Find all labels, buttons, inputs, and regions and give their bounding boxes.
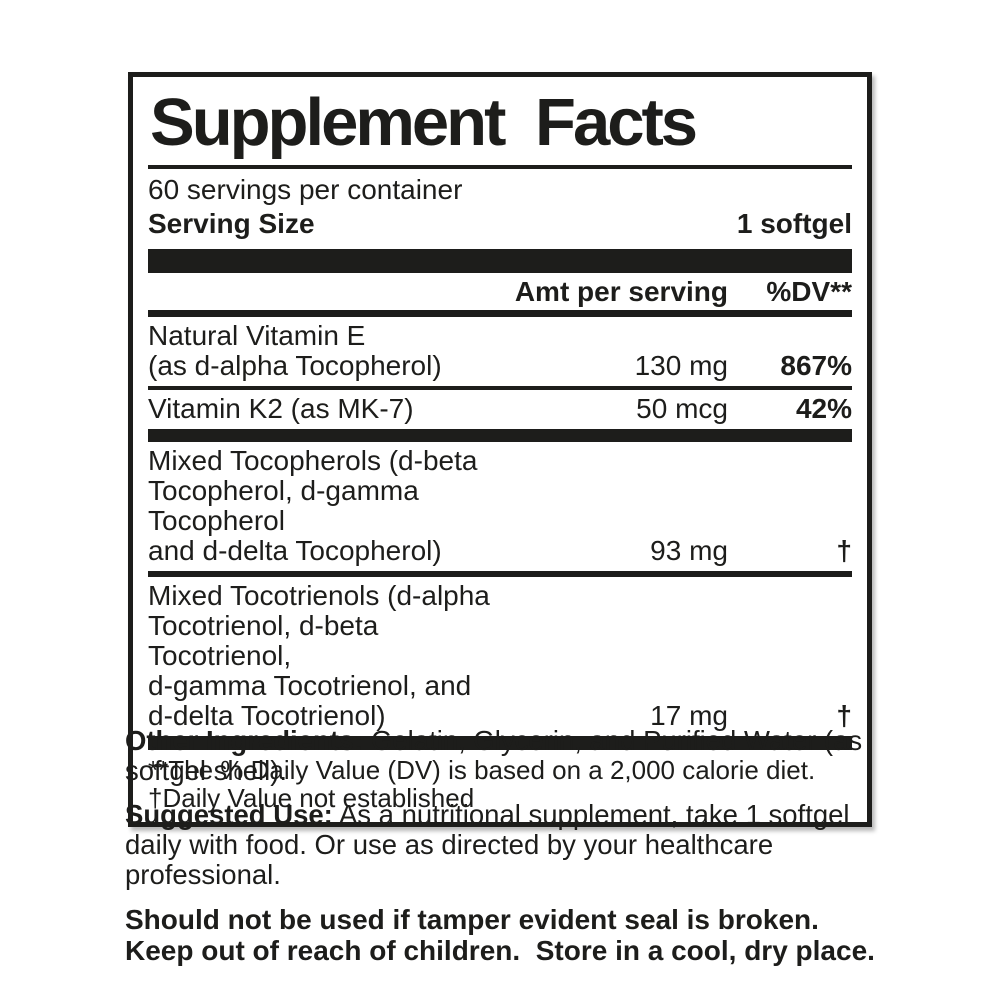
warning-tamper-seal: Should not be used if tamper evident sea… [125,903,819,935]
separator [148,249,852,274]
column-header-amount: Amt per serving [514,276,728,308]
serving-size-row: Serving Size 1 softgel [148,207,852,242]
suggested-use-text: As a nutritional supplement, take 1 soft… [125,798,850,890]
nutrient-name: Vitamin K2 (as MK-7) [148,393,414,425]
footnote-dagger: †Daily Value not established [148,783,475,814]
other-ingredients-text: Gelatin, Glycerin, and Purified Water (a… [125,725,863,786]
label-lower-text: Other Ingredients: Gelatin, Glycerin, an… [125,726,877,967]
separator [148,735,852,750]
column-header-dv: %DV** [766,276,852,308]
nutrient-amount: 50 mcg [636,393,728,425]
separator [148,165,852,170]
supplement-facts-panel: Supplement Facts 60 servings per contain… [128,72,872,827]
nutrient-amount: 17 mg [650,699,728,731]
panel-title: Supplement Facts [150,85,698,160]
suggested-use-label: Suggested Use: [125,798,333,830]
nutrient-dv: 42% [795,393,852,425]
other-ingredients-label: Other Ingredients: [125,725,364,756]
nutrient-amount: 93 mg [650,534,728,566]
nutrient-name: Mixed Tocopherols (d-beta Tocopherol, d-… [148,445,478,566]
separator [148,570,852,577]
nutrient-dv: 867% [780,350,852,382]
nutrient-row-mixed-tocotrienols: Mixed Tocotrienols (d-alpha Tocotrienol,… [148,577,852,736]
separator [148,310,852,318]
warning-children-storage: Keep out of reach of children. Store in … [125,935,875,967]
nutrient-row-vitamin-k2: Vitamin K2 (as MK-7) 50 mcg 42% [148,390,852,429]
other-ingredients: Other Ingredients: Gelatin, Glycerin, an… [125,726,877,786]
column-header-row: Amt per serving %DV** [148,273,852,310]
nutrient-dv: † [836,534,852,566]
warnings: Should not be used if tamper evident sea… [125,904,877,967]
serving-size-label: Serving Size [148,208,315,240]
separator [148,429,852,443]
nutrient-amount: 130 mg [634,350,728,382]
nutrient-row-mixed-tocopherols: Mixed Tocopherols (d-beta Tocopherol, d-… [148,442,852,571]
servings-per-container: 60 servings per container [148,174,463,206]
separator [148,386,852,391]
suggested-use: Suggested Use: As a nutritional suppleme… [125,798,877,890]
nutrient-name: Mixed Tocotrienols (d-alpha Tocotrienol,… [148,579,490,731]
footnotes: **The % Daily Value (DV) is based on a 2… [148,750,852,822]
footnote-daily-value: **The % Daily Value (DV) is based on a 2… [148,754,816,785]
nutrient-row-vitamin-e: Natural Vitamin E (as d-alpha Tocopherol… [148,317,852,386]
nutrient-dv: † [836,699,852,731]
serving-size-value: 1 softgel [736,208,852,240]
nutrient-name: Natural Vitamin E (as d-alpha Tocopherol… [148,320,442,382]
